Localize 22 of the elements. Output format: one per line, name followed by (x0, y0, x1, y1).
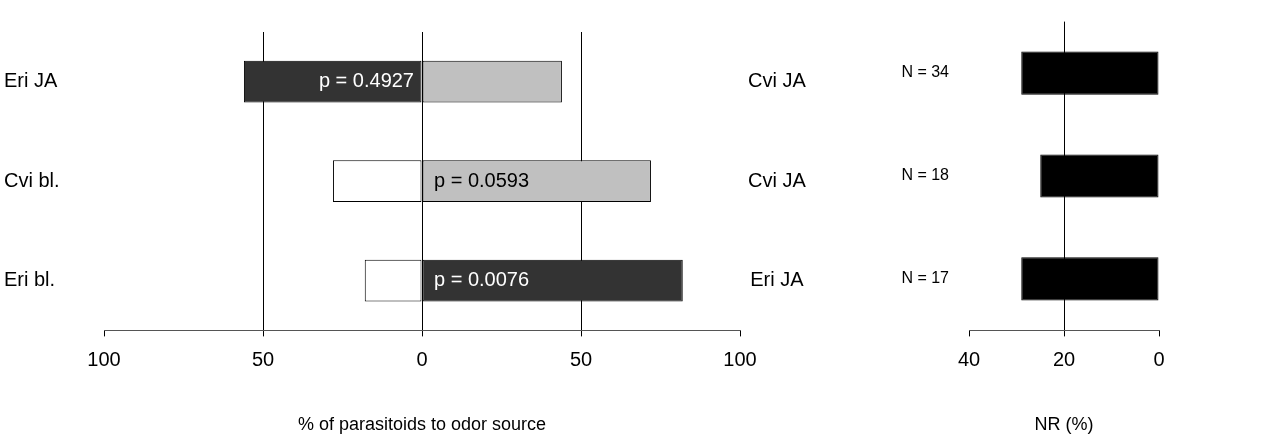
annotation: p = 0.0076 (434, 268, 530, 291)
x-axis-title: NR (%) (1034, 414, 1094, 435)
x-tick-label: 100 (723, 347, 757, 370)
x-tick-label: 100 (87, 347, 121, 370)
y-tick-label: N = 18 (901, 166, 950, 184)
y-tick-label: N = 17 (901, 269, 950, 287)
y2-tick-label: Cvi JA (747, 69, 807, 92)
x-tick-label: 40 (957, 347, 981, 370)
y-tick-label: Cvi bl. (4, 168, 60, 191)
x-axis-title: % of parasitoids to odor source (297, 414, 547, 435)
y-tick-label: Eri bl. (4, 268, 56, 291)
x-tick-label: 50 (569, 347, 593, 370)
y2-tick-label: Cvi JA (747, 168, 807, 191)
x-tick-label: 50 (251, 347, 275, 370)
y-tick-label: Eri JA (4, 69, 58, 92)
annotation: p = 0.0593 (434, 168, 530, 191)
x-tick-label: 0 (416, 347, 428, 370)
x-tick-label: 20 (1052, 347, 1076, 370)
annotation: p = 0.4927 (318, 69, 414, 92)
y-tick-label: N = 34 (901, 63, 950, 81)
y2-tick-label: Eri JA (750, 268, 805, 291)
x-tick-label: 0 (1153, 347, 1165, 370)
